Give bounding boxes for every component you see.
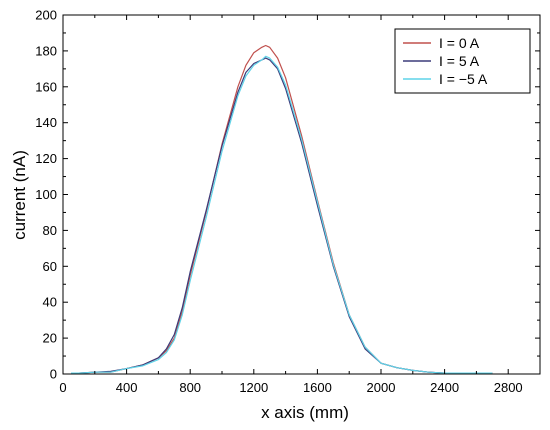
series-line-0	[71, 44, 493, 374]
legend-label: I = 5 A	[439, 53, 480, 69]
y-tick-label: 120	[35, 151, 57, 166]
y-tick-label: 140	[35, 115, 57, 130]
x-tick-label: 800	[179, 380, 201, 395]
series-line-1	[71, 57, 493, 374]
x-tick-label: 1600	[303, 380, 332, 395]
y-tick-label: 80	[43, 223, 57, 238]
legend-label: I = 0 A	[439, 35, 480, 51]
x-tick-label: 1200	[239, 380, 268, 395]
y-tick-label: 40	[43, 295, 57, 310]
y-tick-label: 20	[43, 331, 57, 346]
x-tick-label: 400	[116, 380, 138, 395]
y-tick-label: 60	[43, 259, 57, 274]
y-tick-label: 160	[35, 79, 57, 94]
x-tick-label: 2800	[494, 380, 523, 395]
x-axis-title: x axis (mm)	[261, 403, 349, 422]
y-tick-label: 0	[50, 367, 57, 382]
x-tick-label: 0	[59, 380, 66, 395]
series-layer	[71, 44, 493, 374]
ticks-layer: 0 400 800 1200 1600 2000 2400 2800 0 20 40 60 80 100 1…	[35, 8, 540, 395]
series-line-2	[71, 55, 493, 374]
y-tick-label: 200	[35, 8, 57, 23]
y-axis-title: current (nA)	[10, 150, 29, 240]
legend: I = 0 A I = 5 A I = −5 A	[394, 28, 531, 94]
y-tick-label: 100	[35, 187, 57, 202]
legend-label: I = −5 A	[439, 71, 488, 87]
x-tick-label: 2400	[430, 380, 459, 395]
x-tick-label: 2000	[367, 380, 396, 395]
y-tick-label: 180	[35, 43, 57, 58]
